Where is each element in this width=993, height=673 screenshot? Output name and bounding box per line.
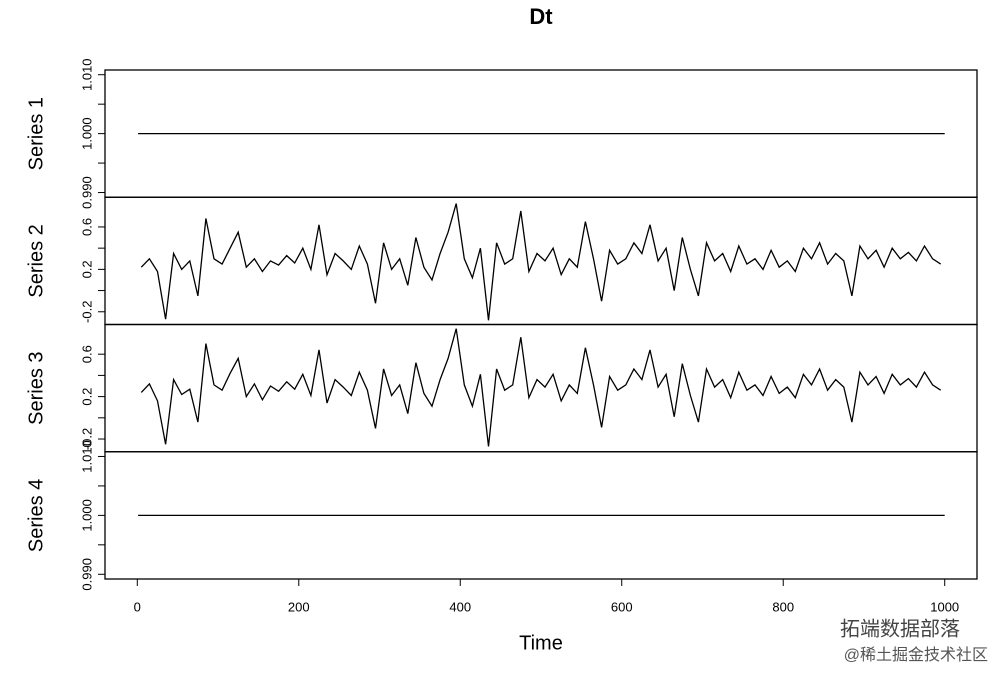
y-tick-label: 1.010: [79, 58, 94, 91]
y-tick-label: -0.2: [79, 428, 94, 450]
y-tick-label: 0.990: [79, 558, 94, 591]
y-axis-label: Series 3: [25, 351, 47, 424]
series-line: [140, 328, 942, 447]
y-tick-label: 0.6: [79, 218, 94, 236]
x-tick-label: 1000: [930, 599, 959, 614]
y-axis-label: Series 2: [25, 224, 47, 297]
panel-frame: [104, 196, 978, 326]
y-tick-label: 1.010: [79, 440, 94, 473]
y-tick-label: -0.2: [79, 301, 94, 323]
y-axis-label: Series 1: [25, 97, 47, 170]
x-tick-label: 800: [772, 599, 794, 614]
y-tick-label: 0.990: [79, 176, 94, 209]
y-tick-label: 1.000: [79, 117, 94, 150]
y-tick-label: 0.6: [79, 345, 94, 363]
watermark: 拓端数据部落: [840, 617, 960, 640]
y-tick-label: 0.2: [79, 388, 94, 406]
x-tick-label: 600: [611, 599, 633, 614]
x-axis-label: Time: [519, 632, 563, 654]
panel-frame: [104, 323, 978, 453]
watermark: @稀土掘金技术社区: [844, 646, 988, 664]
y-tick-label: 1.000: [79, 499, 94, 532]
x-tick-label: 400: [449, 599, 471, 614]
chart-title: Dt: [529, 4, 553, 29]
x-tick-label: 0: [134, 599, 141, 614]
y-tick-label: 0.2: [79, 260, 94, 278]
y-axis-label: Series 4: [25, 479, 47, 552]
series-line: [140, 203, 942, 321]
x-tick-label: 200: [288, 599, 310, 614]
